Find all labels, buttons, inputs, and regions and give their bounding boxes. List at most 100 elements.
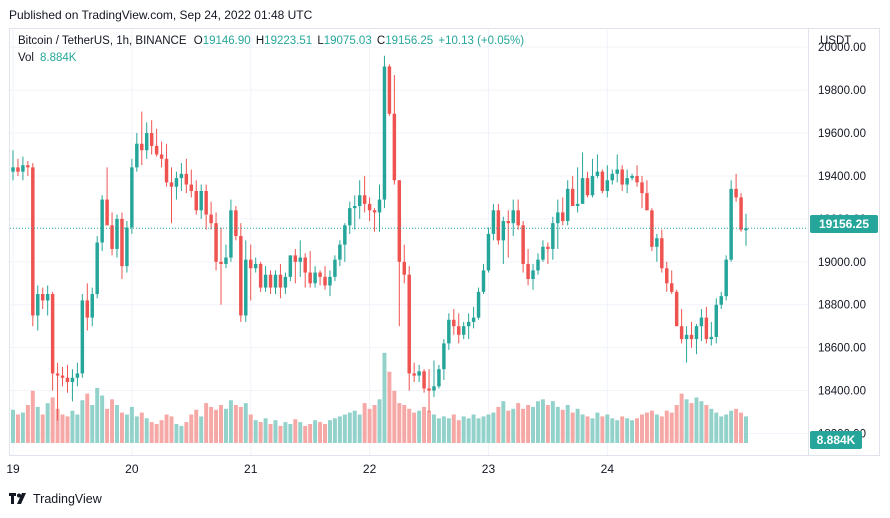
candle-body <box>224 257 228 264</box>
candle-body <box>130 167 134 228</box>
candle-body <box>258 263 263 288</box>
volume-bar <box>412 412 417 443</box>
volume-bar <box>35 406 40 443</box>
volume-bars <box>11 352 748 443</box>
candle-body <box>412 373 416 376</box>
high-value: 19223.51 <box>264 35 313 47</box>
candle-body <box>392 113 397 181</box>
candle-body <box>229 210 233 258</box>
volume-bar <box>397 403 402 443</box>
volume-bar <box>481 416 486 443</box>
candle-body <box>348 208 352 226</box>
candle-body <box>655 238 659 247</box>
time-axis[interactable]: 19 20 21 22 23 24 <box>6 462 614 476</box>
volume-bar <box>446 418 451 443</box>
candle-body <box>486 233 491 271</box>
volume-bar <box>105 408 110 443</box>
volume-bar <box>669 412 674 443</box>
volume-bar <box>214 409 219 443</box>
candle-body <box>362 195 367 204</box>
volume-bar <box>575 408 580 443</box>
volume-bar <box>372 405 377 443</box>
ohlc-legend: Bitcoin / TetherUS, 1h, BINANCE O19146.9… <box>18 35 524 47</box>
volume-bar <box>219 405 223 443</box>
candle-body <box>115 218 119 249</box>
candle-body <box>521 225 525 264</box>
last-price-badge: 19156.25 <box>810 215 878 233</box>
candle-body <box>323 276 327 286</box>
volume-bar <box>466 418 471 443</box>
candle-body <box>645 193 649 211</box>
volume-bar <box>570 412 575 443</box>
volume-legend: Vol 8.884K <box>18 52 76 64</box>
candle-body <box>551 223 555 249</box>
volume-bar <box>184 422 189 443</box>
price-tick-label: 18400.00 <box>818 386 866 398</box>
candle-body <box>694 326 699 340</box>
price-tick-label: 19000.00 <box>818 257 866 269</box>
volume-badge: 8.884K <box>810 431 862 449</box>
volume-bar <box>417 410 422 443</box>
candle-body <box>16 167 20 172</box>
volume-bar <box>595 412 600 443</box>
candle-body <box>585 178 590 196</box>
candle-body <box>239 236 243 316</box>
volume-bar <box>744 416 748 443</box>
volume-bar <box>308 424 313 443</box>
volume-bar <box>323 424 328 443</box>
volume-bar <box>313 420 318 443</box>
candle-body <box>640 182 644 194</box>
candle-body <box>338 244 342 260</box>
candle-body <box>328 276 332 286</box>
volume-bar <box>739 412 744 443</box>
candle-body <box>45 294 50 301</box>
volume-bar <box>565 405 570 443</box>
volume-bar <box>451 414 456 443</box>
volume-bar <box>734 408 739 443</box>
candle-body <box>55 373 60 376</box>
footer-brand[interactable]: TradingView <box>9 492 102 506</box>
tradingview-logo-icon <box>9 493 29 505</box>
time-tick-label: 23 <box>482 462 496 476</box>
candle-body <box>739 197 743 230</box>
volume-bar <box>60 414 65 443</box>
volume-bar <box>209 406 214 443</box>
candle-body <box>189 184 194 191</box>
candle-body <box>541 246 545 260</box>
candle-body <box>506 221 511 224</box>
candle-body <box>491 210 496 234</box>
volume-bar <box>45 403 50 443</box>
volume-bar <box>337 416 342 443</box>
volume-bar <box>11 409 15 443</box>
volume-bar <box>635 418 640 443</box>
volume-bar <box>550 401 555 443</box>
volume-bar <box>228 400 233 443</box>
candle-body <box>724 259 728 297</box>
candle-body <box>635 175 639 183</box>
candle-body <box>11 167 15 172</box>
volume-bar <box>540 399 545 443</box>
candle-body <box>600 171 605 191</box>
candle-body <box>90 294 94 318</box>
volume-bar <box>199 416 204 443</box>
volume-bar <box>223 408 228 443</box>
candle-body <box>283 276 288 288</box>
candle-body <box>85 300 90 318</box>
candle-body <box>100 199 104 243</box>
price-tick-label: 18600.00 <box>818 343 866 355</box>
volume-bar <box>536 401 540 443</box>
volume-bar <box>134 416 139 443</box>
currency-label: USDT <box>820 35 852 47</box>
volume-bar <box>719 416 724 443</box>
candle-body <box>387 66 392 114</box>
volume-bar <box>531 406 536 443</box>
candle-body <box>204 190 208 215</box>
change-value: +10.13 (+0.05%) <box>438 35 525 47</box>
price-axis[interactable]: 20000.0019800.0019600.0019400.0019200.00… <box>818 42 866 440</box>
volume-bar <box>362 403 367 443</box>
candle-body <box>372 210 377 213</box>
volume-bar <box>342 414 347 443</box>
volume-bar <box>456 420 461 443</box>
volume-bar <box>169 416 174 443</box>
